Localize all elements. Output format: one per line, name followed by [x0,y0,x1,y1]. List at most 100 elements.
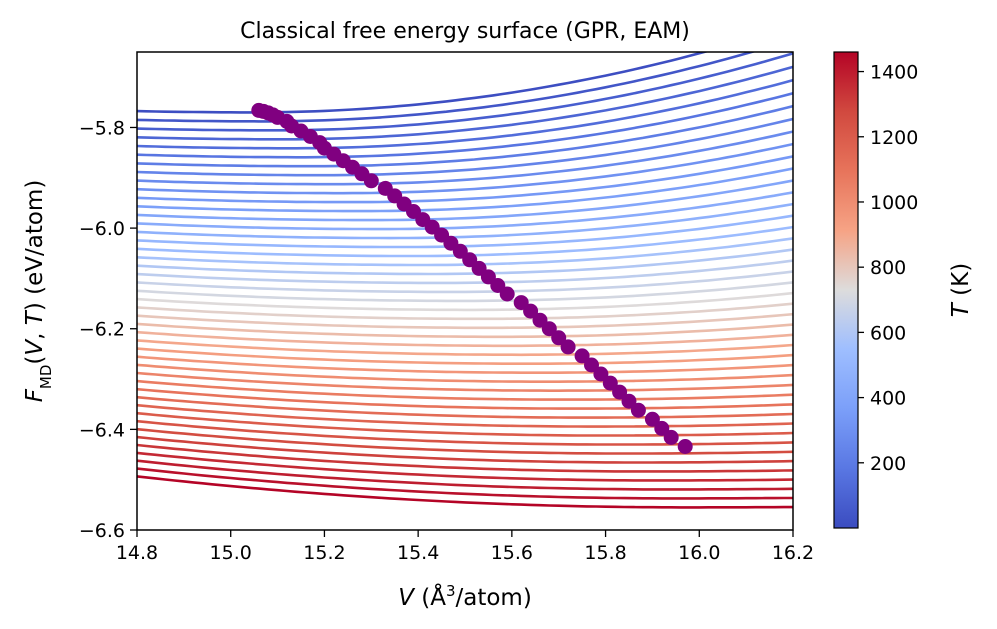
minimum-point [654,420,670,436]
isotherm-line [137,467,793,500]
isotherm-line [137,330,793,348]
y-tick-label: −6.4 [79,419,125,441]
x-axis-label-rest: /atom) [456,585,532,611]
y-axis-label-sub: MD [37,365,55,390]
minimum-point [523,303,539,319]
colorbar-label: T (K) [948,263,974,317]
isotherm-line [137,435,793,464]
isotherm-line [137,104,793,168]
isotherm-line [137,403,793,428]
minimum-point [499,286,515,302]
colorbar-ticks: 200 400 600 800 1000 1200 1400 [858,62,918,475]
x-tick-label: 15.8 [584,542,626,564]
x-tick-label: 14.8 [116,542,158,564]
isotherm-line [137,302,793,321]
isotherm-line [137,167,793,213]
x-axis: 14.8 15.0 15.2 15.4 15.6 15.8 16.0 16.2 [116,530,814,564]
minimum-point [363,173,379,189]
minimum-point [574,348,590,364]
minimum-point [560,339,576,355]
y-axis-label-open: ( [22,356,48,365]
colorbar-fill [833,51,859,529]
isotherm-line [137,322,793,339]
isotherm-line [137,379,793,401]
y-axis: −6.6 −6.4 −6.2 −6.0 −5.8 [79,117,137,542]
colorbar-tick-label: 1000 [870,192,918,214]
colorbar-tick-label: 800 [870,257,906,279]
isotherm-group [137,52,793,509]
isotherm-line [137,65,793,141]
x-axis-label: V (Å3/atom) [398,582,532,611]
isotherm-line [137,395,793,419]
colorbar-label-var: T [948,301,974,317]
x-tick-label: 15.2 [303,542,345,564]
isotherm-line [137,363,793,384]
isotherm-line [137,443,793,473]
isotherm-line [137,248,793,276]
isotherm-line [137,52,710,114]
x-axis-label-unit: (Å [414,583,446,611]
minimum-point [612,384,628,400]
isotherm-line [137,347,793,366]
x-axis-label-var: V [398,585,416,611]
isotherm-line [137,78,793,150]
minimum-point [584,357,599,373]
x-tick-label: 15.6 [491,542,533,564]
isotherm-line [137,411,793,437]
isotherm-line [137,202,793,240]
isotherm-line [137,259,793,285]
isotherm-line [137,214,793,249]
y-tick-label: −5.8 [79,117,125,139]
x-tick-label: 15.4 [397,542,439,564]
colorbar: 200 400 600 800 1000 1200 1400 T (K) [833,51,974,529]
y-axis-label-v: V [22,338,48,356]
minimum-point [621,393,637,409]
colorbar-tick-label: 400 [870,388,906,410]
minimum-point [644,411,660,427]
isotherm-line [137,191,793,231]
isotherm-line [137,387,793,410]
minimum-point [593,366,609,382]
y-axis-label-comma: , [22,325,48,340]
isotherm-line [137,270,793,294]
plot-frame [136,51,794,531]
colorbar-tick-label: 200 [870,453,906,475]
isotherm-line [137,52,793,132]
isotherm-line [137,291,793,312]
x-tick-label: 16.0 [678,542,720,564]
y-axis-label: FMD(V, T) (eV/atom) [22,180,55,403]
isotherm-line [137,155,793,204]
minima-series [251,102,693,454]
x-axis-label-sup: 3 [446,582,456,600]
y-tick-label: −6.0 [79,218,125,240]
minimum-point [677,439,693,454]
isotherm-line [137,339,793,357]
x-tick-label: 15.0 [210,542,252,564]
y-axis-label-close: ) [22,302,48,311]
isotherm-line [137,371,793,393]
minimum-point [602,375,618,391]
isotherm-line [137,92,793,159]
isotherm-line [137,475,793,509]
y-axis-label-units: (eV/atom) [22,180,48,302]
colorbar-tick-label: 600 [870,322,906,344]
plot-area [136,51,794,531]
isotherm-line [137,130,793,186]
minimum-point [551,330,567,346]
isotherm-line [137,312,793,330]
isotherm-line [137,281,793,303]
isotherm-line [137,117,793,177]
y-tick-label: −6.6 [79,520,125,542]
y-axis-label-t: T [22,309,48,325]
y-axis-label-f: F [22,388,48,402]
isotherm-line [137,459,793,491]
chart-title: Classical free energy surface (GPR, EAM) [240,19,690,44]
y-tick-label: −6.2 [79,319,125,341]
minimum-point [630,402,646,418]
isotherm-line [137,52,757,123]
isotherm-line [137,179,793,222]
isotherm-line [137,451,793,482]
colorbar-label-units: (K) [948,263,974,303]
colorbar-tick-label: 1400 [870,62,918,84]
